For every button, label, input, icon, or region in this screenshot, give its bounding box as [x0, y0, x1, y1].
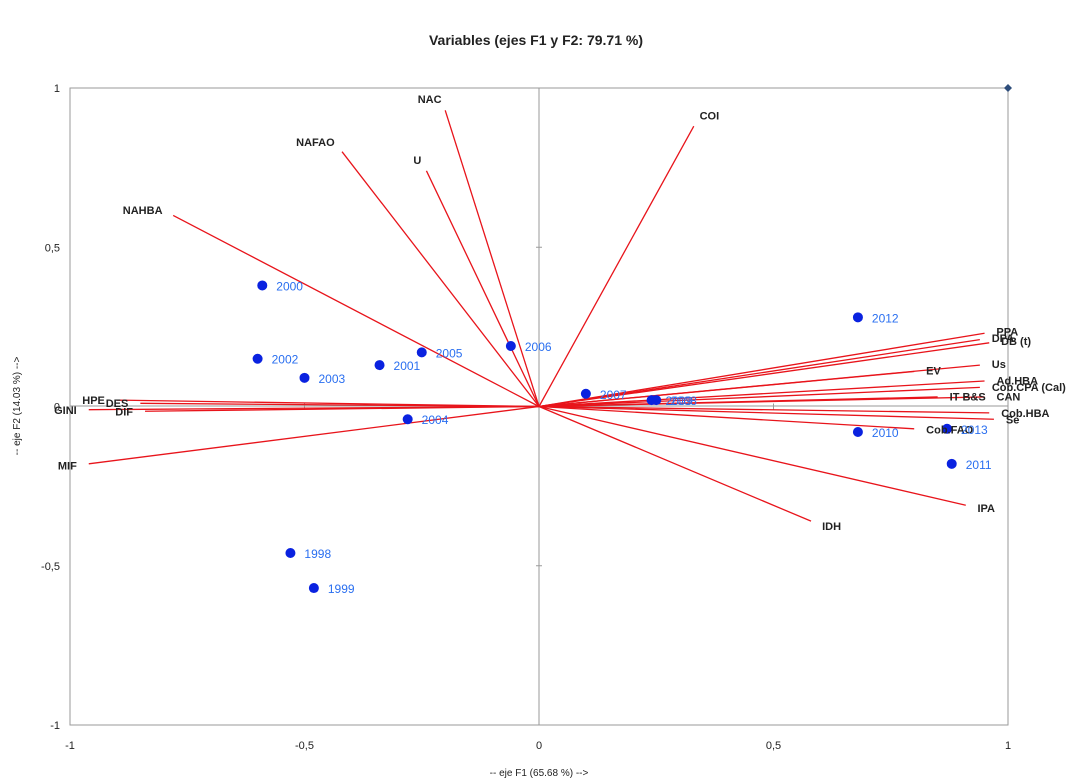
- point-2000: [257, 280, 268, 291]
- vector-dif: [145, 405, 540, 412]
- point-2005: [416, 347, 427, 358]
- vector-label-cob-hba: Cob.HBA: [1001, 408, 1049, 420]
- vector-label-des: DES: [106, 398, 129, 410]
- vector-u: [425, 170, 540, 407]
- point-2007: [580, 388, 591, 399]
- point-label-2009: 2009: [666, 394, 693, 408]
- vector-label-ev: EV: [926, 365, 941, 377]
- vector-can: [538, 396, 985, 408]
- point-2011: [946, 458, 957, 469]
- vector-label-ad-hba: Ad.HBA: [997, 375, 1039, 387]
- y-tick-label: -1: [50, 720, 60, 732]
- vector-mif: [88, 405, 540, 465]
- x-axis-title: -- eje F1 (65.68 %) -->: [490, 768, 589, 779]
- observation-points: [252, 84, 1012, 594]
- y-tick-label: 0: [54, 402, 60, 414]
- vector-label-nac: NAC: [418, 94, 442, 106]
- y-tick-label: -0,5: [41, 561, 60, 573]
- point-2013: [942, 423, 953, 434]
- vector-se: [538, 405, 994, 420]
- vector-label-it-b-s: IT B&S: [950, 392, 986, 404]
- vector-label-se: Se: [1006, 415, 1019, 427]
- point-2012: [852, 312, 863, 323]
- point-label-2003: 2003: [319, 372, 346, 386]
- variable-vectors: [88, 110, 994, 522]
- point-1998: [285, 548, 296, 559]
- vector-label-idh: IDH: [822, 521, 841, 533]
- vector-label-ipa: IPA: [977, 503, 995, 515]
- point-2004: [402, 414, 413, 425]
- vector-label-u: U: [413, 155, 421, 167]
- vector-dpa: [538, 338, 980, 408]
- point-2010: [852, 426, 863, 437]
- point-label-2002: 2002: [272, 353, 299, 367]
- x-tick-label: 0: [536, 740, 542, 752]
- vector-label-nafao: NAFAO: [296, 137, 335, 149]
- point-2002: [252, 353, 263, 364]
- x-tick-label: 1: [1005, 740, 1011, 752]
- vector-des: [140, 402, 540, 408]
- vector-ev: [538, 370, 915, 408]
- point-label-2000: 2000: [276, 279, 303, 293]
- vector-label-nahba: NAHBA: [123, 205, 163, 217]
- vector-ad-hba: [538, 380, 985, 408]
- x-tick-label: 0,5: [766, 740, 781, 752]
- vector-label-cob-cpa-cal: Cob.CPA (Cal): [992, 382, 1066, 394]
- point-label-2010: 2010: [872, 426, 899, 440]
- variable-labels: NAC COI NAFAO U NAHBA HPE DES GINI DIF MIF IDH IPA P…: [54, 94, 1066, 533]
- point-2003: [299, 372, 310, 383]
- axis-ticks: -1 -0,5 0 0,5 1 1 0,5 0 -0,5 -1: [41, 83, 1011, 752]
- point-label-2004: 2004: [422, 413, 449, 427]
- vector-nac: [444, 110, 540, 407]
- point-2009: [646, 395, 657, 406]
- point-label-2006: 2006: [525, 340, 552, 354]
- vector-label-gini: GINI: [54, 405, 77, 417]
- vector-label-us: Us: [992, 359, 1006, 371]
- vector-label-db-t: DB (t): [1001, 336, 1031, 348]
- x-tick-label: -1: [65, 740, 75, 752]
- point-label-2007: 2007: [600, 388, 627, 402]
- vector-db-t: [538, 342, 990, 408]
- vector-label-hpe: HPE: [82, 395, 105, 407]
- vector-ppa: [538, 332, 985, 408]
- x-tick-label: -0,5: [295, 740, 314, 752]
- point-label-1999: 1999: [328, 582, 355, 596]
- y-axis-title: -- eje F2 (14.03 %) -->: [12, 357, 23, 456]
- vector-label-ppa: PPA: [996, 326, 1018, 338]
- y-tick-label: 1: [54, 83, 60, 95]
- point-label-2012: 2012: [872, 311, 899, 325]
- corner-diamond-marker: [1004, 84, 1012, 92]
- y-tick-label: 0,5: [45, 242, 60, 254]
- vector-cob-hba: [538, 405, 990, 414]
- point-label-2005: 2005: [436, 346, 463, 360]
- point-label-2013: 2013: [961, 423, 988, 437]
- point-label-2008: 2008: [670, 394, 697, 408]
- vector-label-dif: DIF: [115, 406, 133, 418]
- vector-label-can: CAN: [997, 392, 1021, 404]
- vector-coi: [538, 125, 695, 407]
- vector-label-cob-fao: Cob.FAO: [926, 425, 973, 437]
- vector-cob-fao: [538, 405, 915, 430]
- vector-nahba: [172, 214, 540, 408]
- vector-label-dpa: DPA: [992, 333, 1014, 345]
- point-2006: [505, 340, 516, 351]
- point-1999: [308, 583, 319, 594]
- chart-title: Variables (ejes F1 y F2: 79.71 %): [428, 32, 643, 48]
- point-label-2001: 2001: [394, 359, 421, 373]
- point-2001: [374, 360, 385, 371]
- vector-label-mif: MIF: [58, 460, 77, 472]
- point-label-2011: 2011: [966, 458, 992, 472]
- vector-nafao: [341, 151, 540, 407]
- vector-idh: [538, 405, 812, 522]
- vector-label-coi: COI: [700, 111, 720, 123]
- vector-cob-cpa-cal: [538, 386, 980, 408]
- vector-ipa: [538, 405, 966, 506]
- observation-labels: 1998 1999 2000 2001 2002 2003 2004 2005 2006 2007…: [272, 279, 992, 596]
- point-label-1998: 1998: [304, 547, 331, 561]
